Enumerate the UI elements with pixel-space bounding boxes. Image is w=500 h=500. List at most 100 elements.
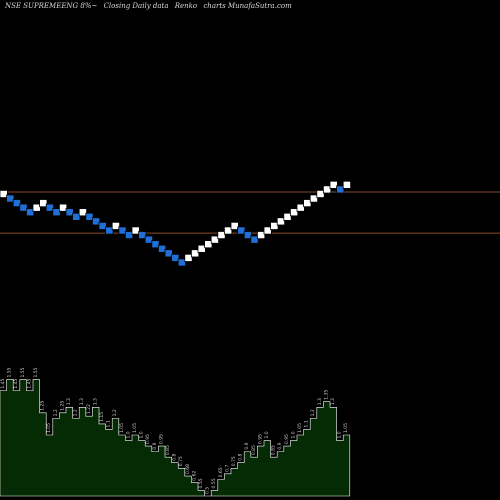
title-desc: Closing Daily data [103, 2, 169, 10]
value-label: 0.95 [257, 434, 263, 444]
value-label: 1.0 [125, 431, 131, 438]
renko-brick-up [131, 226, 140, 235]
value-label: 1.2 [112, 409, 118, 416]
renko-brick-up [289, 208, 299, 217]
value-label: 1.05 [132, 423, 138, 433]
renko-brick-up [230, 221, 239, 230]
value-label: 1.15 [99, 412, 105, 422]
value-label: 1.2 [73, 409, 79, 416]
renko-brick-up [184, 253, 193, 262]
value-label: 1.2 [53, 409, 59, 416]
renko-brick-down [118, 226, 127, 235]
renko-brick-up [296, 203, 305, 212]
value-label: 0.85 [271, 445, 277, 455]
value-label: 1.25 [40, 401, 46, 411]
value-label: 1.45 [0, 378, 6, 388]
renko-brick-down [52, 208, 61, 217]
value-label: 1.05 [343, 423, 349, 433]
title-site: charts MunafaSutra.com [203, 2, 292, 10]
value-label: 1.0 [337, 431, 343, 438]
value-label: 0.55 [198, 478, 204, 488]
value-label: 0.75 [178, 456, 184, 466]
renko-brick-down [250, 235, 259, 244]
renko-brick-down [144, 235, 153, 244]
value-label: 0.95 [284, 434, 290, 444]
value-label: 0.68 [185, 464, 191, 474]
renko-brick-up [316, 189, 325, 198]
renko-brick-up [342, 180, 352, 189]
value-label: 1.0 [264, 431, 270, 438]
renko-brick-down [171, 253, 180, 262]
value-label: 0.85 [165, 445, 171, 455]
value-label: 1.45 [13, 378, 19, 388]
renko-brick-down [125, 231, 134, 240]
renko-brick-up [276, 217, 286, 226]
value-label: 1.05 [297, 423, 303, 433]
renko-brick-up [78, 208, 87, 217]
value-label: 1.55 [7, 367, 13, 377]
value-label: 1.55 [33, 367, 39, 377]
renko-brick-down [105, 226, 114, 235]
value-label: 0.95 [145, 434, 151, 444]
value-label: 1.3 [330, 398, 336, 405]
value-label: 0.9 [277, 442, 283, 449]
renko-brick-up [32, 203, 41, 212]
value-label: 0.95 [158, 434, 164, 444]
renko-brick-down [98, 221, 107, 230]
value-label: 1.3 [92, 398, 98, 405]
title-type: Renko [174, 2, 198, 10]
value-label: 1.05 [46, 423, 52, 433]
value-label: 1.22 [86, 404, 92, 414]
value-label: 0.55 [211, 478, 217, 488]
renko-brick-up [217, 231, 226, 240]
renko-brick-down [157, 244, 167, 253]
renko-brick-up [256, 231, 266, 240]
renko-brick-down [19, 203, 28, 212]
renko-brick-down [237, 226, 246, 235]
value-label: 1.3 [79, 398, 85, 405]
value-label: 1.2 [310, 409, 316, 416]
renko-brick-down [243, 231, 252, 240]
renko-brick-up [39, 199, 48, 208]
renko-brick-up [111, 221, 120, 230]
chart-title: NSE SUPREMEENG 8%~ Closing Daily data Re… [5, 2, 296, 10]
value-label: 1.45 [26, 378, 32, 388]
renko-brick-up [329, 180, 338, 189]
renko-brick-up [303, 199, 312, 208]
renko-brick-down [164, 249, 173, 258]
renko-brick-up [197, 244, 206, 253]
value-label: 0.62 [191, 471, 197, 481]
value-label: 1.1 [304, 420, 310, 427]
value-label: 1.05 [119, 423, 125, 433]
renko-brick-down [138, 231, 147, 240]
value-label: 0.5 [205, 487, 211, 494]
renko-brick-down [151, 240, 160, 249]
value-label: 1.55 [20, 367, 26, 377]
renko-brick-down [336, 185, 345, 194]
renko-brick-up [204, 240, 213, 249]
renko-brick-down [6, 194, 15, 203]
renko-brick-up [210, 235, 219, 244]
renko-brick-up [190, 249, 200, 258]
value-label: 1.25 [59, 401, 65, 411]
renko-brick-up [0, 189, 8, 198]
value-label: 1.35 [323, 390, 329, 400]
renko-brick-up [270, 221, 279, 230]
renko-brick-up [283, 212, 292, 221]
value-label: 0.85 [251, 445, 257, 455]
value-label: 1.1 [106, 420, 112, 427]
title-symbol: NSE SUPREMEENG 8%~ [5, 2, 98, 10]
renko-brick-up [309, 194, 319, 203]
value-label: 1.3 [317, 398, 323, 405]
renko-brick-down [177, 258, 186, 267]
renko-brick-down [92, 217, 101, 226]
value-label: 1.0 [290, 431, 296, 438]
renko-brick-down [45, 203, 55, 212]
renko-brick-up [263, 226, 272, 235]
renko-brick-down [85, 212, 94, 221]
renko-brick-down [65, 208, 74, 217]
renko-brick-down [72, 212, 81, 221]
value-label: 0.75 [231, 456, 237, 466]
